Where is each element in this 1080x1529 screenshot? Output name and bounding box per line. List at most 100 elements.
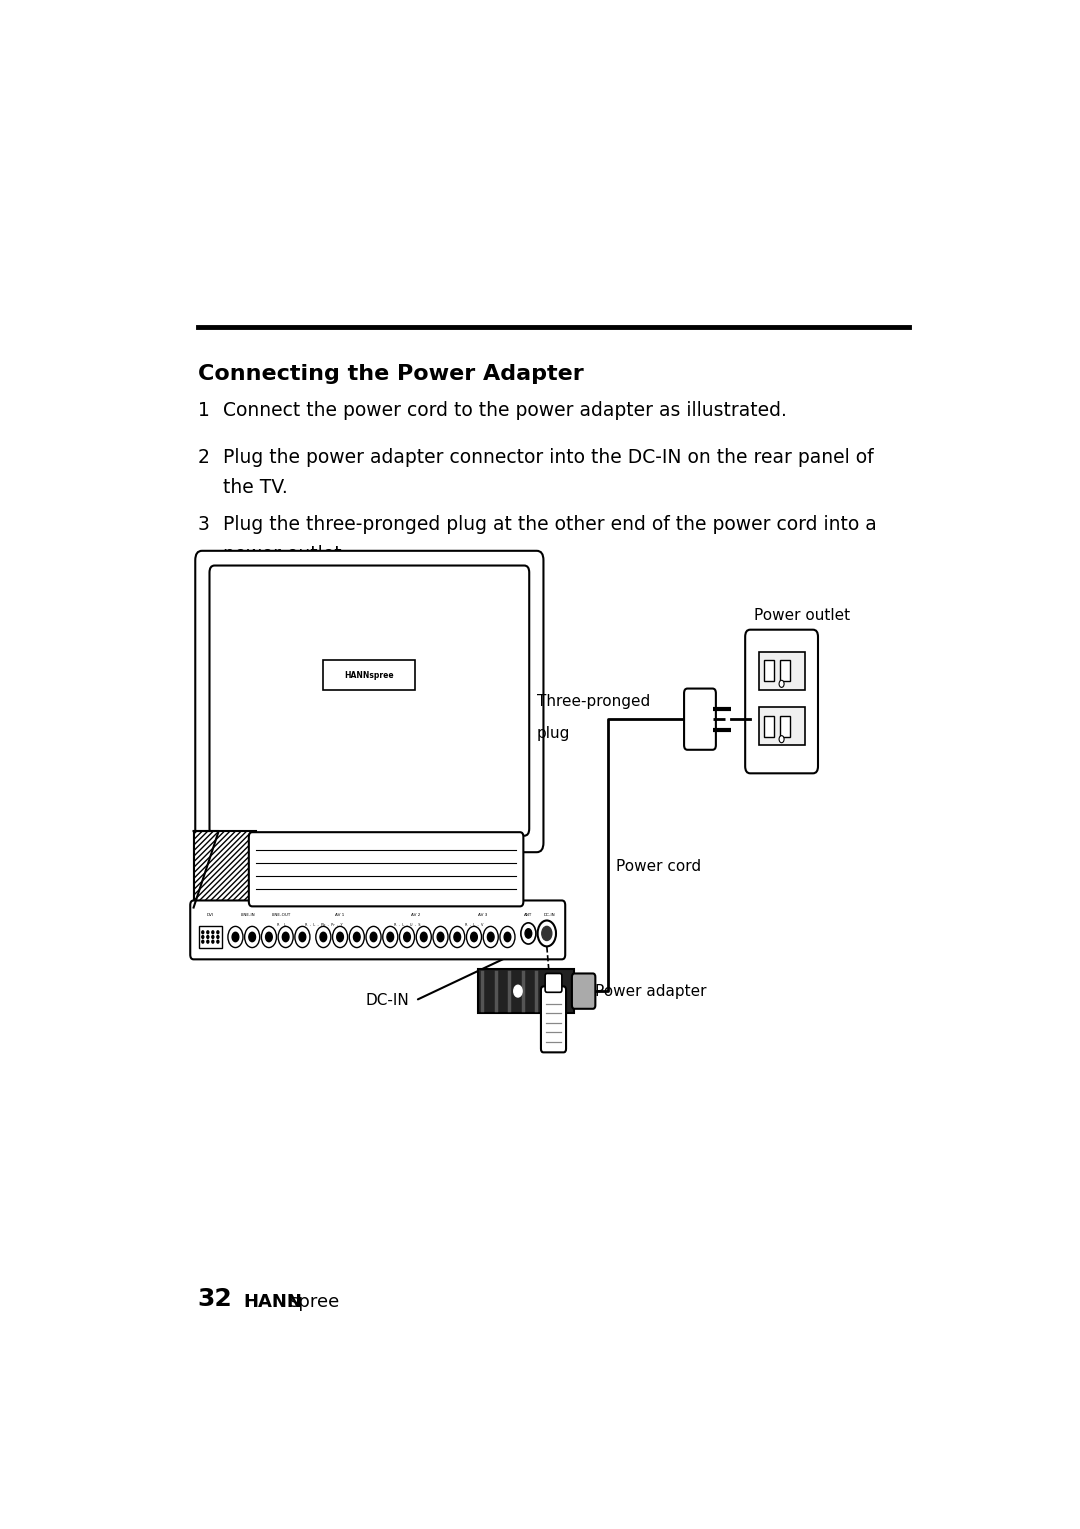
Bar <box>781 716 791 737</box>
Text: R  -  L  -  Pb  -  Pr  -  Y: R - L - Pb - Pr - Y <box>305 924 342 927</box>
Text: Three-pronged: Three-pronged <box>537 694 650 709</box>
Text: R  -  L  -  U  -  S: R - L - U - S <box>394 924 420 927</box>
Text: Power adapter: Power adapter <box>595 983 706 998</box>
Circle shape <box>483 927 498 948</box>
Circle shape <box>245 927 259 948</box>
FancyBboxPatch shape <box>195 550 543 852</box>
Text: LINE-IN: LINE-IN <box>241 913 255 917</box>
Text: R    L: R L <box>276 924 286 927</box>
Text: 32: 32 <box>198 1287 232 1312</box>
Circle shape <box>217 940 219 943</box>
Circle shape <box>212 940 214 943</box>
Text: Connect the power cord to the power adapter as illustrated.: Connect the power cord to the power adap… <box>222 401 786 420</box>
Circle shape <box>266 933 272 942</box>
Text: AV 1: AV 1 <box>336 913 345 917</box>
Circle shape <box>202 931 204 934</box>
Circle shape <box>525 928 531 939</box>
Bar <box>323 661 416 690</box>
Circle shape <box>299 933 306 942</box>
Circle shape <box>521 924 536 943</box>
Bar <box>758 708 805 745</box>
Circle shape <box>366 927 381 948</box>
Text: HANN: HANN <box>244 1294 302 1312</box>
Text: AV 3: AV 3 <box>477 913 487 917</box>
FancyBboxPatch shape <box>684 688 716 749</box>
Text: AV 2: AV 2 <box>410 913 420 917</box>
Text: Power outlet: Power outlet <box>754 607 851 622</box>
Circle shape <box>542 927 552 940</box>
Circle shape <box>420 933 427 942</box>
Circle shape <box>333 927 348 948</box>
Bar <box>764 661 773 682</box>
Bar <box>478 969 575 1014</box>
Text: plug: plug <box>537 726 570 740</box>
Circle shape <box>315 927 330 948</box>
Circle shape <box>387 933 393 942</box>
Text: Plug the power adapter connector into the DC-IN on the rear panel of
the TV.: Plug the power adapter connector into th… <box>222 448 874 497</box>
Circle shape <box>279 927 293 948</box>
Circle shape <box>433 927 448 948</box>
FancyBboxPatch shape <box>541 986 566 1052</box>
Circle shape <box>514 985 522 997</box>
FancyBboxPatch shape <box>210 566 529 836</box>
Circle shape <box>487 933 494 942</box>
Bar <box>764 716 773 737</box>
Text: DC-IN: DC-IN <box>543 913 555 917</box>
Circle shape <box>454 933 460 942</box>
Circle shape <box>779 680 784 688</box>
Circle shape <box>212 936 214 939</box>
Text: 3: 3 <box>198 515 210 535</box>
Circle shape <box>471 933 477 942</box>
Circle shape <box>202 936 204 939</box>
Text: R  -  L  -  V: R - L - V <box>464 924 483 927</box>
Circle shape <box>500 927 515 948</box>
Circle shape <box>449 927 464 948</box>
Circle shape <box>467 927 482 948</box>
Circle shape <box>349 927 364 948</box>
Text: Plug the three-pronged plug at the other end of the power cord into a
power outl: Plug the three-pronged plug at the other… <box>222 515 877 564</box>
Circle shape <box>337 933 343 942</box>
Circle shape <box>206 940 208 943</box>
Text: DVI: DVI <box>207 913 214 917</box>
Polygon shape <box>193 832 218 908</box>
Circle shape <box>779 735 784 743</box>
Text: 2: 2 <box>198 448 210 468</box>
Bar <box>758 651 805 690</box>
Circle shape <box>404 933 410 942</box>
Circle shape <box>212 931 214 934</box>
FancyBboxPatch shape <box>190 901 565 959</box>
Text: HANNspree: HANNspree <box>345 671 394 679</box>
Circle shape <box>353 933 360 942</box>
Text: Connecting the Power Adapter: Connecting the Power Adapter <box>198 364 583 384</box>
Circle shape <box>416 927 431 948</box>
Circle shape <box>261 927 276 948</box>
Circle shape <box>217 931 219 934</box>
Circle shape <box>320 933 326 942</box>
Bar <box>199 927 222 948</box>
Circle shape <box>248 933 256 942</box>
Circle shape <box>228 927 243 948</box>
FancyBboxPatch shape <box>545 974 562 992</box>
Circle shape <box>370 933 377 942</box>
Text: DC-IN: DC-IN <box>365 992 409 1008</box>
Bar <box>193 832 256 908</box>
FancyBboxPatch shape <box>745 630 818 774</box>
Bar <box>781 661 791 682</box>
Text: LINE-OUT: LINE-OUT <box>272 913 292 917</box>
Circle shape <box>437 933 444 942</box>
Circle shape <box>382 927 397 948</box>
Circle shape <box>232 933 239 942</box>
FancyBboxPatch shape <box>572 974 595 1009</box>
Circle shape <box>217 936 219 939</box>
Circle shape <box>504 933 511 942</box>
Text: Power cord: Power cord <box>617 859 701 875</box>
Text: ANT: ANT <box>524 913 532 917</box>
Circle shape <box>206 936 208 939</box>
Circle shape <box>538 920 556 946</box>
Circle shape <box>295 927 310 948</box>
Circle shape <box>400 927 415 948</box>
FancyBboxPatch shape <box>248 832 524 907</box>
Circle shape <box>202 940 204 943</box>
Circle shape <box>206 931 208 934</box>
Text: 1: 1 <box>198 401 210 420</box>
